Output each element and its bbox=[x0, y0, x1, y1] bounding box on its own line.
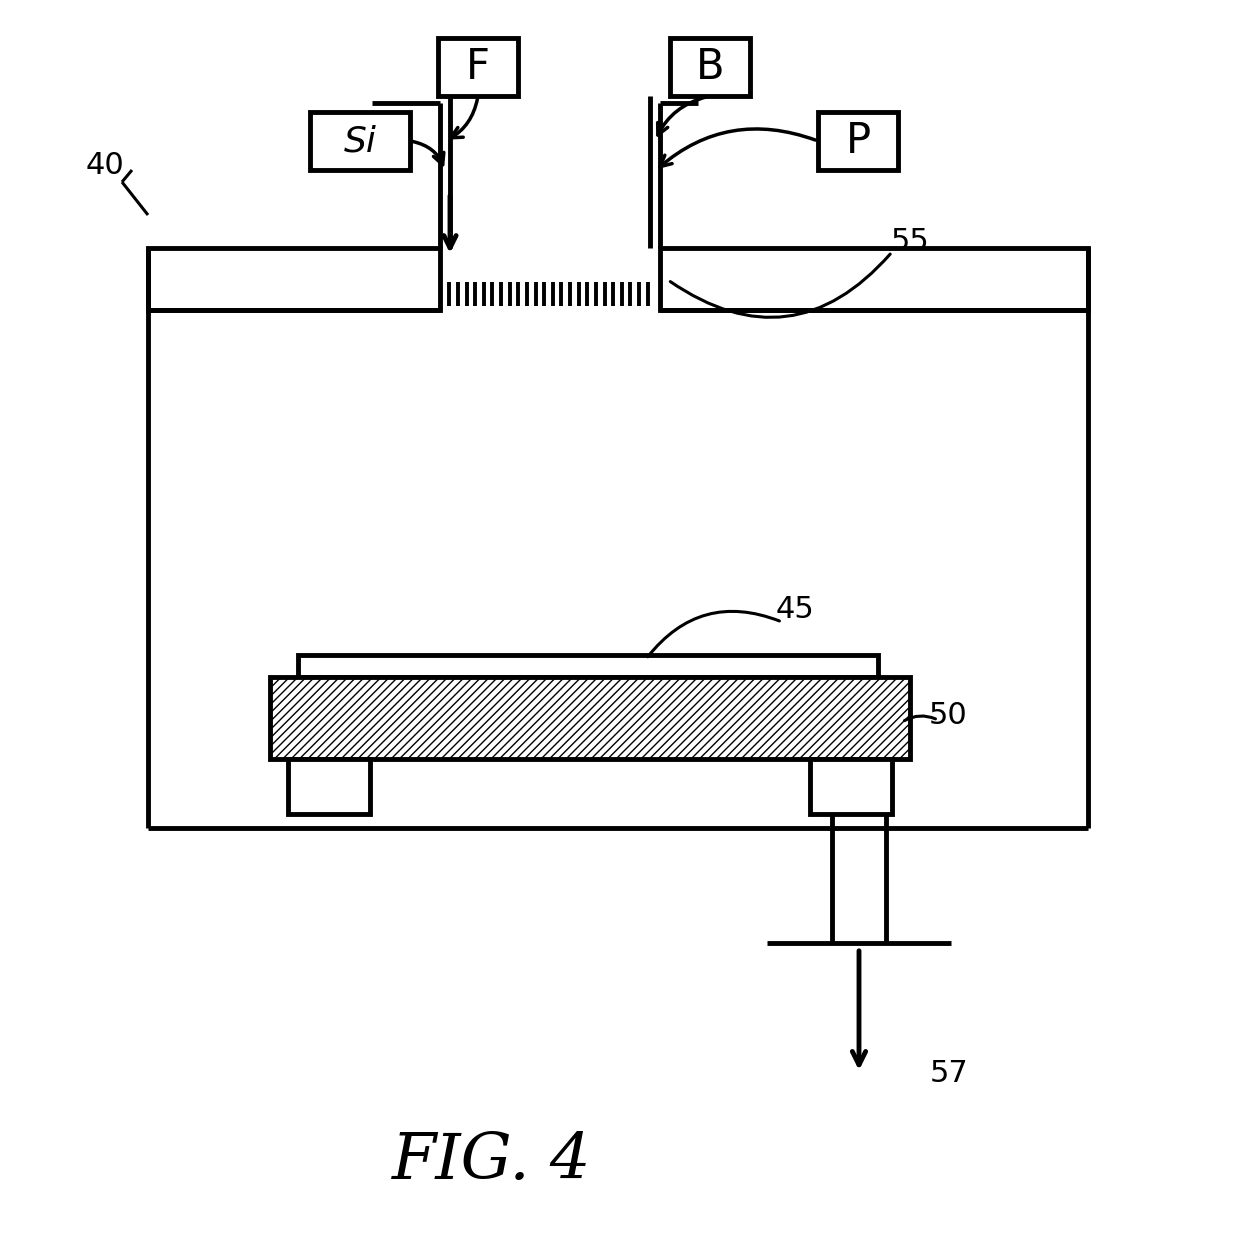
Bar bbox=[810, 759, 892, 814]
Text: F: F bbox=[466, 46, 490, 88]
Text: B: B bbox=[696, 46, 724, 88]
Bar bbox=[310, 112, 410, 170]
Text: FIG. 4: FIG. 4 bbox=[392, 1131, 591, 1192]
Text: 40: 40 bbox=[86, 150, 124, 180]
Text: 55: 55 bbox=[890, 227, 929, 257]
Text: 57: 57 bbox=[930, 1058, 968, 1088]
Bar bbox=[660, 248, 1087, 310]
Text: P: P bbox=[846, 120, 870, 161]
Text: 50: 50 bbox=[929, 700, 967, 729]
Bar bbox=[670, 39, 750, 96]
Text: Si: Si bbox=[343, 124, 377, 158]
Bar bbox=[288, 759, 370, 814]
Bar bbox=[438, 39, 518, 96]
Text: 45: 45 bbox=[776, 595, 815, 625]
Bar bbox=[818, 112, 898, 170]
Bar bbox=[298, 655, 878, 677]
Bar bbox=[148, 248, 440, 310]
Bar bbox=[270, 677, 910, 759]
